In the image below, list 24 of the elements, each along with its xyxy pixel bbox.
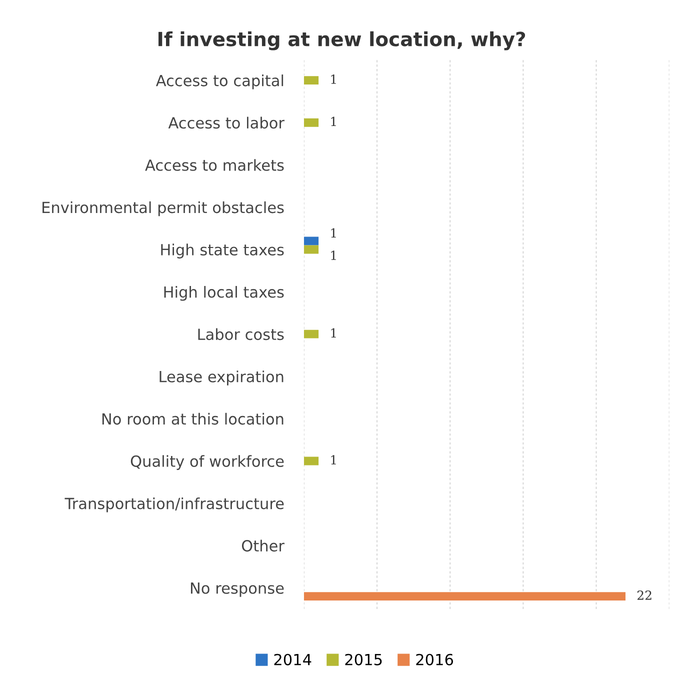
y-tick-label: High state taxes <box>161 244 284 258</box>
data-label: 1 <box>331 328 336 338</box>
data-label: 1 <box>331 455 336 464</box>
y-tick-label: Access to labor <box>168 116 284 129</box>
y-tick-label: No room at this location <box>102 412 284 425</box>
y-tick-label: Lease expiration <box>160 370 284 386</box>
data-label: 1 <box>331 228 336 238</box>
y-tick-label: Other <box>242 540 284 552</box>
data-label: 1 <box>331 116 336 126</box>
y-tick-label: Labor costs <box>198 328 284 340</box>
y-tick-label: Environmental permit obstacles <box>42 201 284 216</box>
legend-label: 2014 <box>274 654 312 666</box>
data-label: 1 <box>331 74 336 84</box>
legend-label: 2015 <box>345 654 382 666</box>
y-tick-label: Quality of workforce <box>130 455 284 470</box>
chart-title: If investing at new location, why? <box>158 31 526 50</box>
y-tick-label: Transportation/infrastructure <box>64 497 284 512</box>
y-tick-label: High local taxes <box>164 286 284 301</box>
data-label: 1 <box>331 250 336 260</box>
y-tick-label: No response <box>190 582 284 597</box>
y-tick-label: Access to markets <box>145 159 284 171</box>
y-tick-label: Access to capital <box>156 74 284 90</box>
legend-label: 2016 <box>416 654 454 666</box>
data-label: 22 <box>637 590 652 600</box>
